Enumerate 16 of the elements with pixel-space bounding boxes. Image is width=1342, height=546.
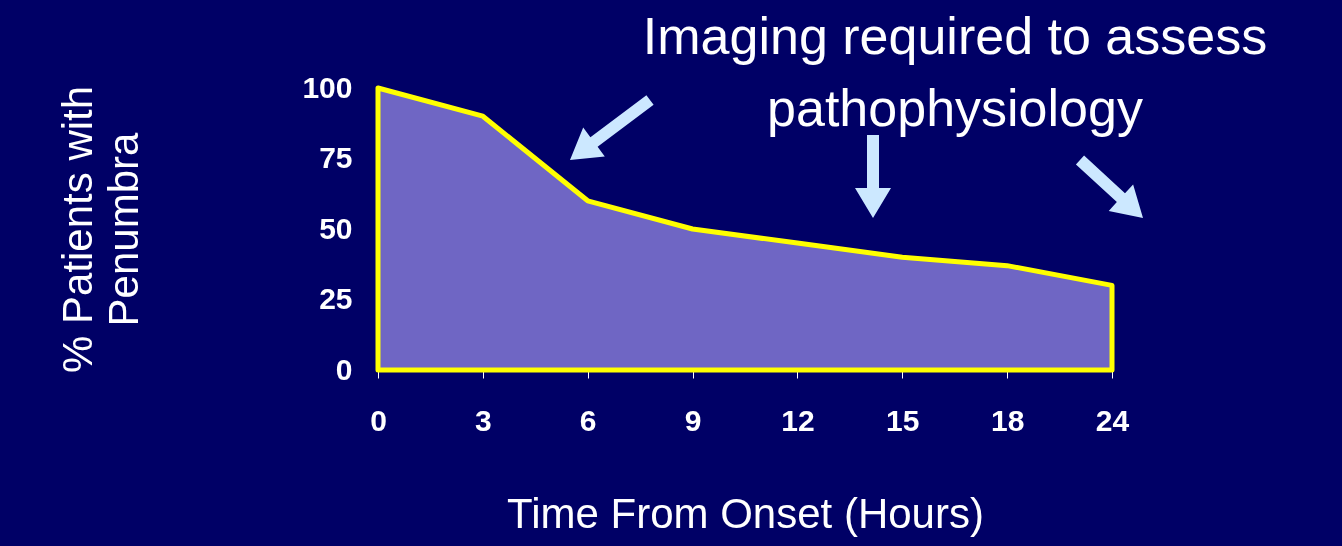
x-tick-label: 15	[886, 403, 920, 437]
y-tick-label: 0	[335, 352, 353, 386]
x-tick-label: 3	[475, 403, 492, 437]
y-tick-label: 75	[319, 141, 353, 174]
x-tick-label: 9	[684, 403, 702, 437]
x-tick-label: 24	[1095, 403, 1130, 437]
y-axis-title: % Patients with Penumbra	[53, 85, 147, 374]
x-tick-label: 12	[781, 403, 815, 437]
y-tick-label: 25	[319, 282, 353, 315]
y-tick-label: 50	[319, 211, 353, 245]
x-tick-label: 18	[990, 403, 1025, 437]
x-tick-label: 0	[370, 403, 387, 437]
x-tick-label: 6	[579, 403, 597, 437]
y-tick-label: 100	[302, 70, 353, 104]
annotation: Imaging required to assess pathophysiology	[641, 6, 1269, 139]
x-axis-title: Time From Onset (Hours)	[507, 489, 984, 537]
